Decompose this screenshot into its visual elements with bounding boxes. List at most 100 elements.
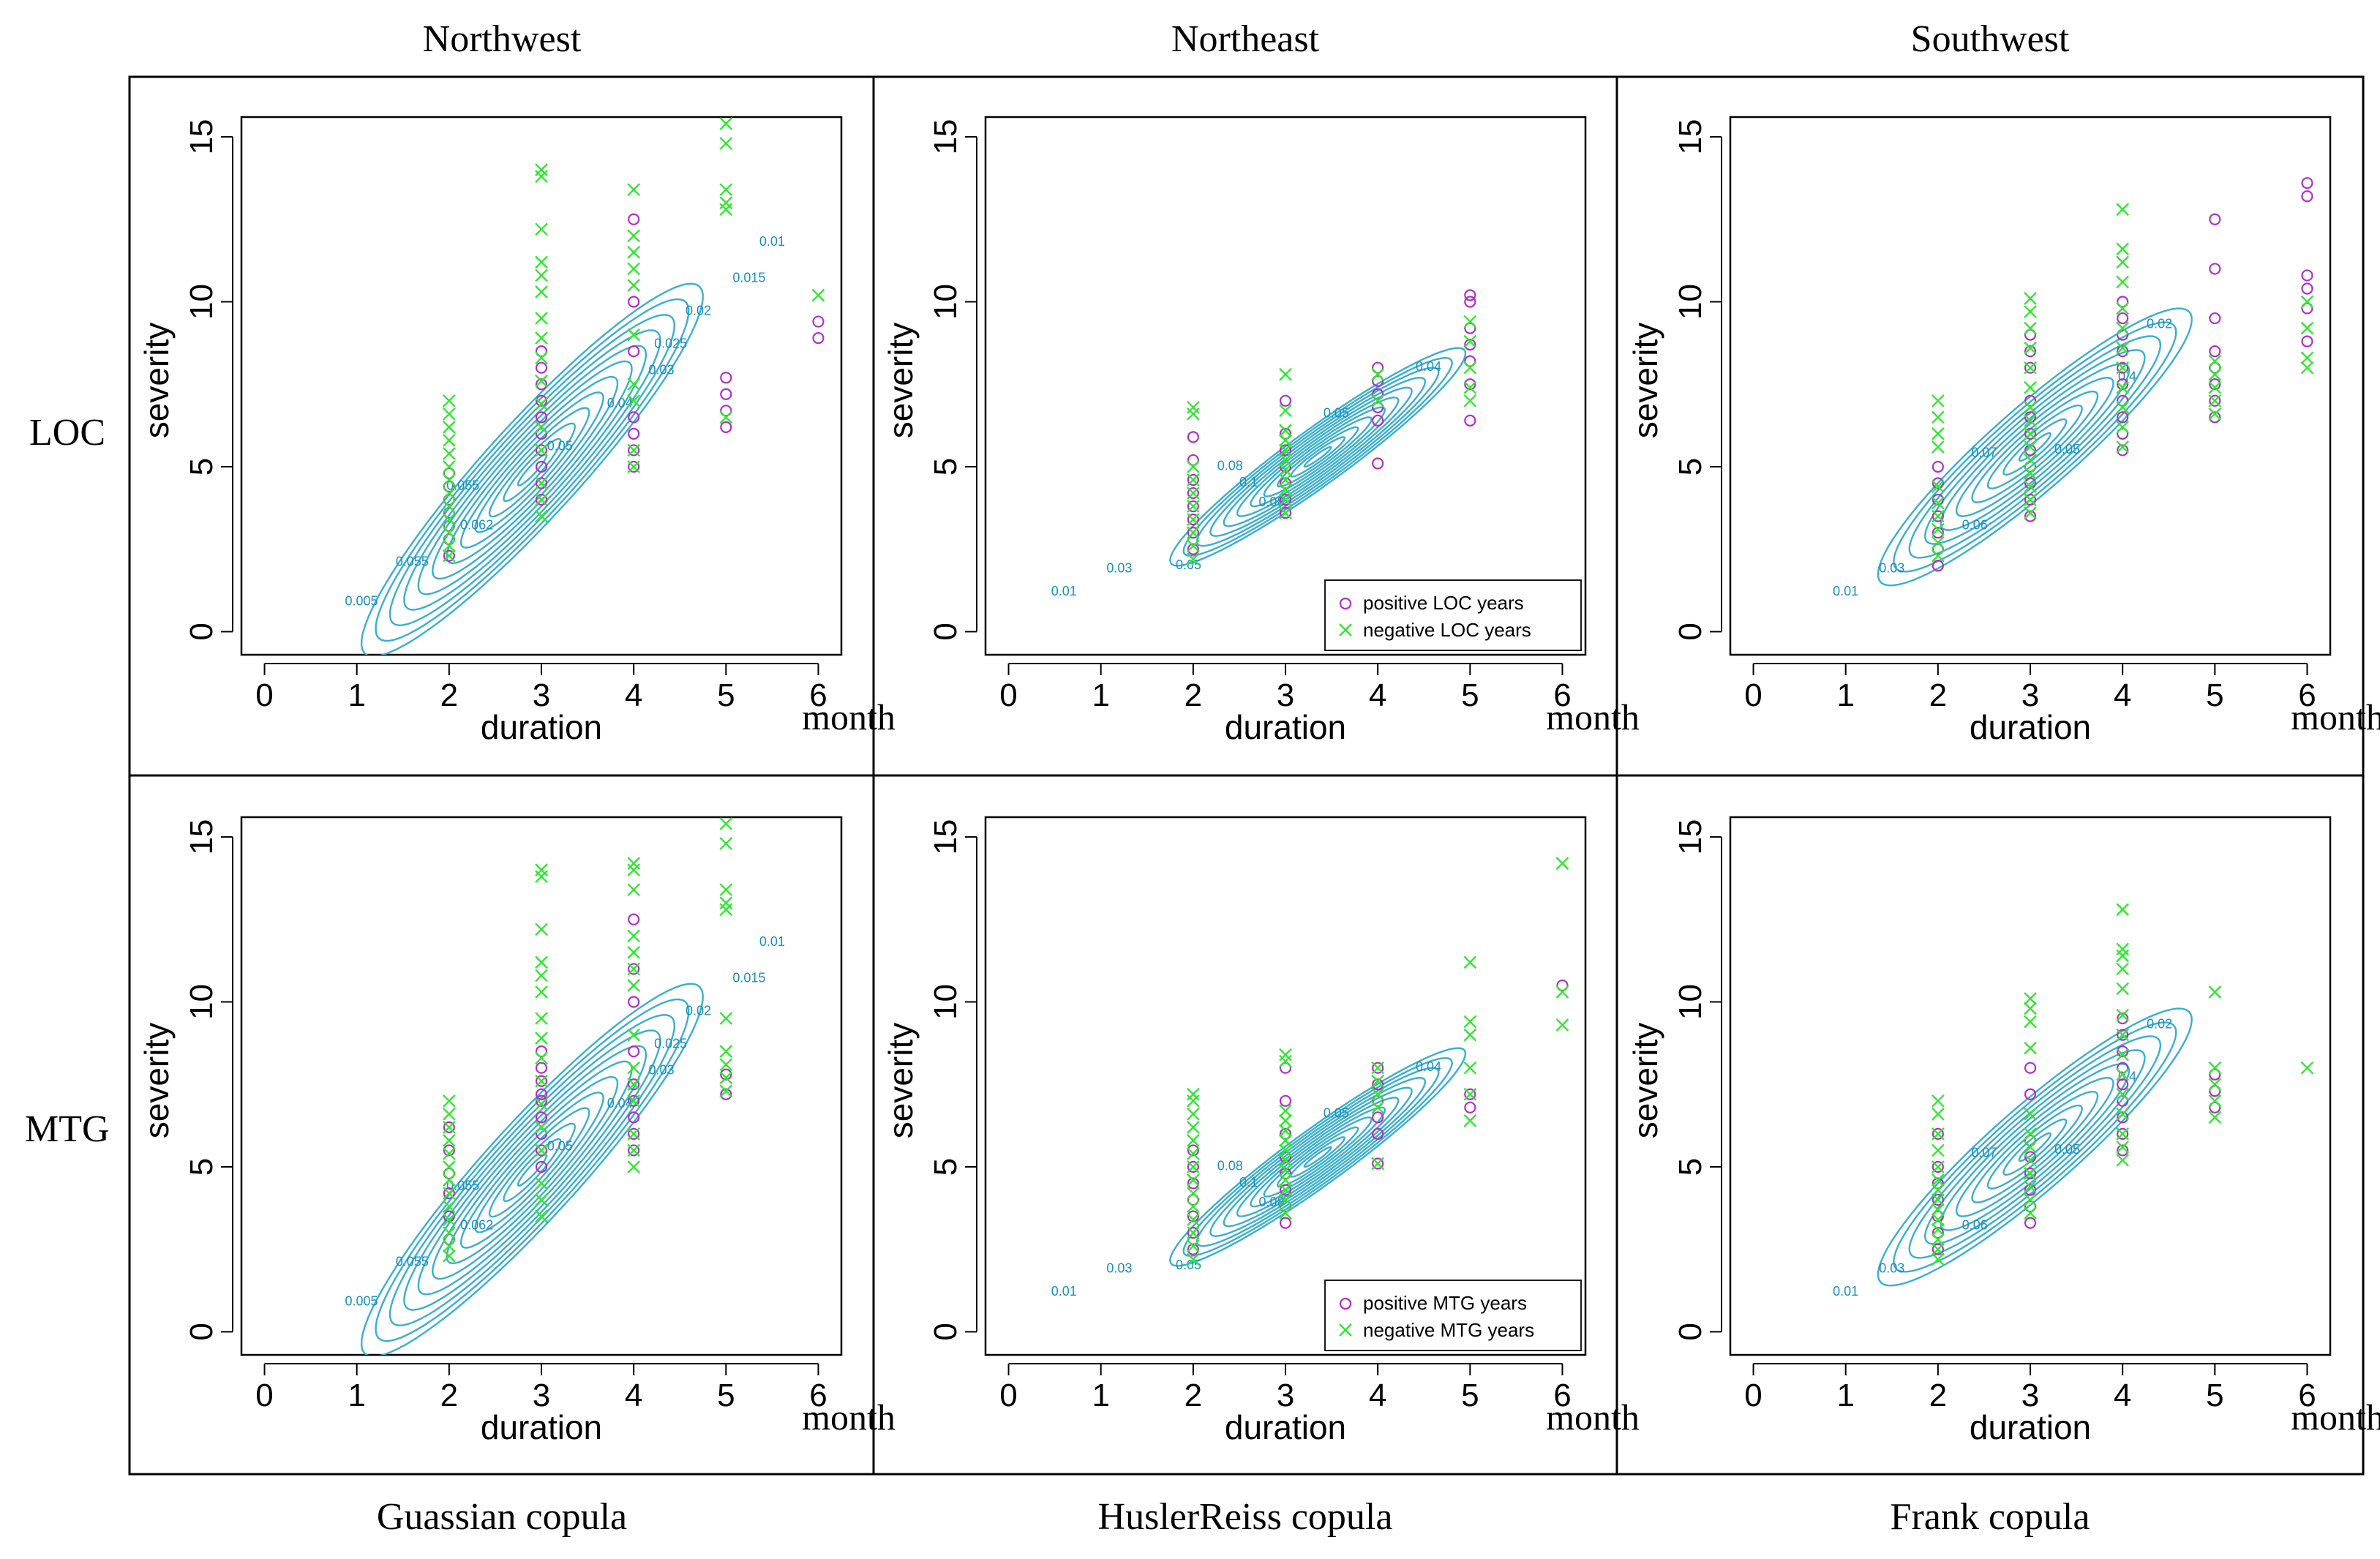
- negative-point: [627, 1160, 641, 1173]
- x-axis-title: duration: [1225, 1408, 1346, 1446]
- y-axis-title: severity: [1626, 1023, 1664, 1138]
- positive-point: [2117, 1144, 2129, 1157]
- negative-point: [719, 1084, 733, 1098]
- negative-point: [719, 117, 733, 130]
- positive-point: [2024, 493, 2037, 506]
- negative-point: [1279, 1054, 1292, 1068]
- contour-line: [1303, 1146, 1332, 1168]
- positive-point: [2024, 411, 2037, 424]
- negative-point: [535, 222, 548, 236]
- negative-point: [442, 1134, 456, 1147]
- positive-point: [2209, 1085, 2221, 1097]
- negative-point: [1932, 496, 1945, 510]
- positive-point: [1932, 527, 1944, 539]
- negative-point: [2024, 321, 2037, 335]
- x-tick-label: 0: [255, 677, 273, 713]
- negative-point: [442, 526, 456, 540]
- negative-point: [1187, 1252, 1200, 1266]
- x-tick-label: 4: [2114, 1378, 2131, 1413]
- positive-point: [2209, 345, 2221, 358]
- negative-point: [2116, 1067, 2129, 1081]
- positive-point: [2209, 378, 2221, 391]
- y-tick-label: 10: [184, 984, 219, 1020]
- panels: 0.0050.010.0150.020.0250.030.040.050.055…: [138, 116, 2380, 1446]
- contour-line: [1236, 1097, 1400, 1217]
- negative-point: [1463, 955, 1477, 969]
- contour-line: [488, 1122, 576, 1218]
- negative-point: [1463, 1015, 1477, 1029]
- negative-point: [1279, 1173, 1292, 1187]
- negative-point: [627, 246, 641, 259]
- negative-point: [535, 1143, 548, 1157]
- contour-line: [1209, 1076, 1427, 1237]
- row-label-mtg: MTG: [25, 1108, 110, 1150]
- contour-level-label: 0.01: [759, 234, 785, 249]
- contour-line: [432, 1060, 633, 1280]
- positive-point: [535, 1062, 548, 1074]
- positive-point: [628, 460, 640, 473]
- positive-point: [1464, 355, 1476, 367]
- negative-point: [535, 397, 548, 411]
- positive-point: [535, 1088, 548, 1100]
- negative-point: [1187, 513, 1200, 526]
- positive-point: [535, 378, 548, 391]
- contour-line: [360, 282, 704, 655]
- panel-mtg-southwest: 0.010.030.020.060.07 0.050.40 1 2 3 4 5 6051015…: [1626, 816, 2380, 1446]
- negative-point: [1932, 1173, 1945, 1187]
- negative-point: [1279, 434, 1292, 447]
- negative-point: [1463, 1061, 1477, 1075]
- negative-point: [719, 896, 733, 910]
- positive-point: [2117, 394, 2129, 407]
- positive-point: [628, 213, 640, 225]
- contour-level-label: 0.07: [1971, 445, 1997, 459]
- negative-point: [2300, 361, 2314, 375]
- negative-point: [535, 351, 548, 365]
- column-title-southwest: Southwest: [1911, 18, 2070, 60]
- positive-point: [628, 345, 640, 358]
- positive-point: [1187, 500, 1199, 513]
- positive-point: [2301, 190, 2313, 203]
- negative-point: [1371, 394, 1384, 407]
- negative-point: [442, 1239, 456, 1253]
- x-tick-label: 6: [809, 1378, 827, 1413]
- negative-point: [1187, 1173, 1200, 1187]
- contour-level-label: 0.03: [648, 363, 674, 377]
- negative-point: [1279, 1193, 1292, 1206]
- contour-level-label: 0.07: [1971, 1145, 1997, 1160]
- legend-negative-label: negative LOC years: [1363, 619, 1531, 641]
- positive-point: [443, 493, 455, 506]
- positive-point: [2117, 1062, 2129, 1074]
- negative-point: [2208, 1094, 2222, 1108]
- positive-point: [443, 1210, 455, 1222]
- positive-point: [1464, 378, 1476, 391]
- negative-point: [1932, 1203, 1945, 1217]
- positive-point: [628, 1144, 640, 1157]
- negative-point: [1932, 1193, 1945, 1206]
- positive-point: [535, 1075, 548, 1087]
- y-tick-label: 15: [1673, 819, 1708, 855]
- x-tick-label: 6: [2298, 1378, 2316, 1413]
- positive-point: [1932, 1243, 1944, 1255]
- negative-point: [535, 1097, 548, 1111]
- unit-label: month: [1546, 696, 1640, 737]
- negative-point: [2024, 427, 2037, 440]
- contour-line: [1940, 1063, 2131, 1231]
- contour-line: [1263, 1116, 1373, 1198]
- positive-point: [1932, 543, 1944, 555]
- contour-line: [1276, 426, 1359, 488]
- positive-point: [2209, 213, 2221, 225]
- positive-point: [443, 520, 455, 533]
- positive-point: [2209, 263, 2221, 275]
- y-tick-label: 0: [1673, 623, 1708, 640]
- negative-point: [627, 229, 641, 243]
- y-tick-label: 0: [1673, 1323, 1708, 1340]
- contour-lines: 0.005 0.01 0.015 0.02 0.025 0.03 0.04 0.05 0.055…: [345, 934, 785, 1355]
- x-tick-label: 1: [1092, 1378, 1109, 1413]
- negative-point: [2116, 421, 2129, 434]
- contour-lines: 0.010.030.020.060.07 0.050.4: [1833, 307, 2193, 598]
- negative-point: [1279, 1104, 1292, 1118]
- negative-point: [535, 443, 548, 457]
- negative-point: [2024, 1193, 2037, 1206]
- x-tick-label: 5: [1461, 1378, 1479, 1413]
- contour-line: [1924, 349, 2146, 545]
